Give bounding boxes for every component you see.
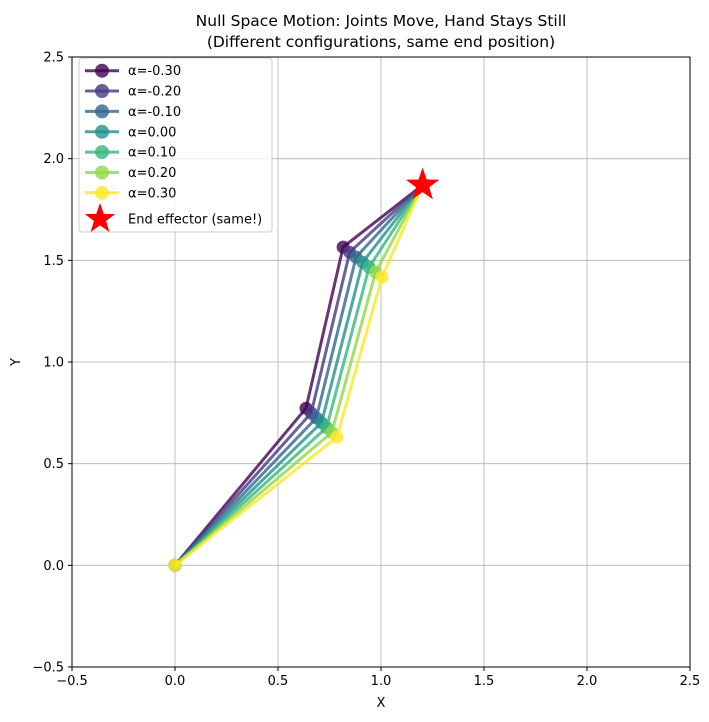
x-tick-label: 0.0 [165, 674, 186, 689]
legend-marker-swatch [95, 63, 109, 78]
legend-item: α=-0.20 [85, 84, 181, 100]
chart-subtitle: (Different configurations, same end posi… [207, 33, 555, 51]
x-tick-label: −0.5 [56, 674, 88, 689]
chart-title: Null Space Motion: Joints Move, Hand Sta… [196, 12, 567, 30]
arm-link-line [173, 183, 425, 567]
legend-label: α=0.30 [128, 186, 176, 201]
legend-marker-swatch [95, 145, 109, 160]
legend-item: α=0.10 [85, 145, 176, 161]
legend-marker-swatch [95, 124, 109, 139]
y-tick-label: 0.0 [43, 559, 64, 574]
legend-label: α=0.10 [128, 146, 176, 161]
arm-link-line [173, 183, 425, 567]
arm-configuration-4 [168, 178, 430, 572]
legend-item: α=-0.10 [85, 104, 181, 120]
series-layer [168, 178, 430, 572]
legend-label: α=0.00 [128, 125, 176, 140]
x-tick-label: 2.0 [577, 674, 598, 689]
arm-link-line [173, 183, 425, 567]
y-axis-label: Y [9, 358, 24, 367]
y-tick-label: −0.5 [32, 661, 64, 676]
legend-label: α=-0.10 [128, 105, 181, 120]
x-tick-label: 1.0 [371, 674, 392, 689]
y-tick-label: 2.0 [43, 152, 64, 167]
arm-link-line [173, 183, 425, 567]
legend-item: α=0.20 [85, 165, 176, 181]
arm-link-line [173, 183, 425, 567]
legend-marker-swatch [95, 104, 109, 119]
joint-marker [375, 270, 389, 284]
y-tick-label: 1.0 [43, 356, 64, 371]
legend-marker-swatch [95, 165, 109, 180]
y-tick-label: 0.5 [43, 457, 64, 472]
legend-item: α=-0.30 [85, 63, 181, 79]
legend-item: End effector (same!) [84, 203, 262, 232]
legend-item: α=0.30 [85, 185, 176, 201]
arm-link-line [173, 183, 425, 567]
x-tick-label: 2.5 [680, 674, 701, 689]
legend: α=-0.30 α=-0.20 α=-0.10 α=0.00 α=0.10 α=0.20 α… [78, 57, 273, 233]
legend-label: End effector (same!) [128, 213, 262, 228]
end-effector-layer [405, 167, 440, 200]
x-tick-label: 1.5 [474, 674, 495, 689]
legend-marker-swatch [95, 84, 109, 98]
x-tick-label: 0.5 [268, 674, 289, 689]
joint-marker [330, 430, 344, 444]
legend-item: α=0.00 [85, 124, 176, 140]
axes-layer: −0.5 0.0 0.5 1.0 1.5 2.0 2.5 −0.5 0.0 0.5 1.0 1.5 2.… [32, 51, 700, 690]
legend-label: α=-0.20 [128, 85, 181, 100]
y-tick-label: 2.5 [43, 51, 64, 66]
legend-label: α=0.20 [128, 166, 176, 181]
legend-star-swatch [84, 203, 116, 232]
legend-label: α=-0.30 [128, 64, 181, 79]
joint-marker [168, 558, 182, 572]
legend-frame [78, 57, 273, 233]
legend-marker-swatch [95, 185, 109, 200]
end-effector-star [405, 167, 440, 200]
x-axis-label: X [377, 696, 386, 711]
arm-link-line [173, 183, 425, 567]
y-tick-label: 1.5 [43, 254, 64, 269]
